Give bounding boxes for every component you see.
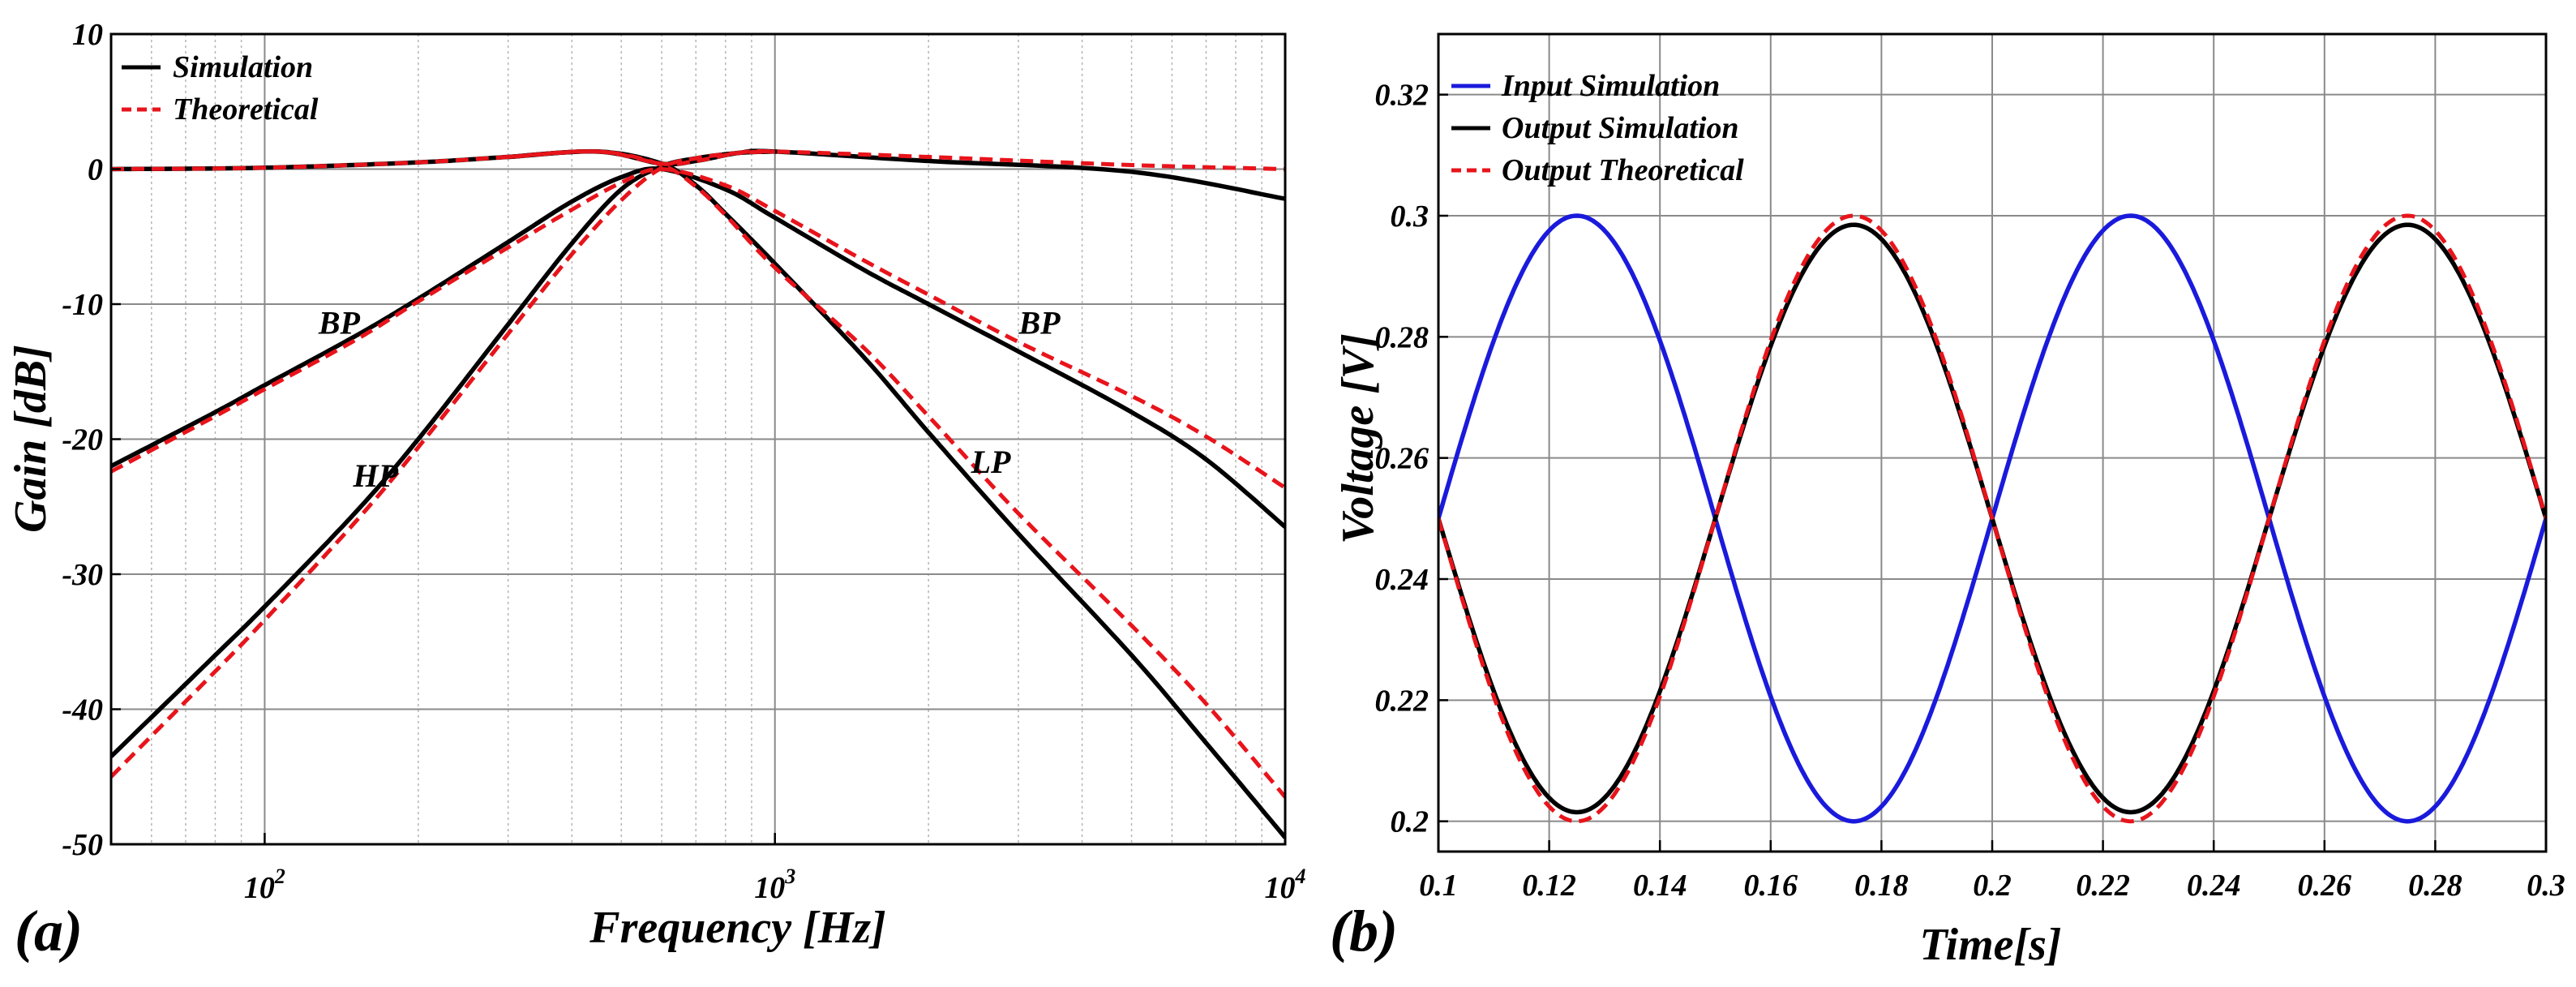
y-tick-label: 0.24: [1375, 563, 1429, 597]
x-tick-label: 0.16: [1744, 869, 1798, 903]
y-tick-label: 10: [72, 18, 103, 52]
x-tick-label: 103: [754, 865, 795, 905]
legend-label: Output Theoretical: [1502, 153, 1744, 187]
panel-a-series: [111, 148, 1285, 839]
series-line-ap-theoretical: [111, 149, 1285, 171]
annotation-bp: BP: [1018, 305, 1061, 341]
x-tick-label: 0.14: [1633, 869, 1687, 903]
panel-a-label: (a): [15, 899, 83, 963]
x-tick-label: 104: [1265, 865, 1306, 905]
panel-b-ylabel: Voltage [V]: [1333, 333, 1383, 544]
y-tick-label: 0: [88, 153, 103, 187]
y-tick-label: -30: [62, 558, 103, 592]
series-line-lp-theoretical: [508, 149, 1285, 799]
legend-label: Simulation: [173, 50, 313, 84]
x-tick-label: 0.24: [2187, 869, 2241, 903]
panel-a-y-ticks: 10 0 -10 -20 -30 -40 -50: [62, 18, 121, 862]
panel-b-xlabel: Time[s]: [1919, 920, 2061, 970]
x-tick-label: 0.26: [2298, 869, 2352, 903]
series-line-hp-simulation: [111, 149, 777, 758]
x-tick-label: 0.12: [1522, 869, 1576, 903]
y-tick-label: 0.26: [1375, 442, 1429, 476]
panel-a-legend: Simulation Theoretical: [122, 50, 319, 127]
x-tick-exponent: 2: [274, 865, 285, 888]
x-tick-base: 10: [1265, 871, 1296, 905]
y-tick-label: -10: [62, 288, 103, 322]
panel-b-legend: Input Simulation Output Simulation Output …: [1451, 69, 1744, 187]
panel-b-series: [1438, 213, 2546, 824]
x-tick-exponent: 3: [784, 865, 795, 888]
y-tick-label: 0.2: [1391, 805, 1429, 839]
y-tick-label: -20: [62, 423, 103, 457]
y-tick-label: 0.32: [1375, 79, 1429, 113]
x-tick-label: 0.22: [2076, 869, 2130, 903]
x-tick-label: 0.28: [2408, 869, 2462, 903]
panel-a-x-ticks: 102 103 104: [244, 833, 1306, 905]
legend-label: Output Simulation: [1502, 111, 1739, 145]
series-line-output-theoretical: [1438, 213, 2546, 824]
y-tick-label: 0.22: [1375, 684, 1429, 718]
y-tick-label: -50: [62, 828, 103, 862]
annotation-hp: HP: [353, 457, 399, 494]
x-tick-label: 0.2: [1973, 869, 2012, 903]
panel-b-chart: 0.320.30.280.260.240.220.2 0.1 0.12 0.14 0.…: [1330, 32, 2565, 970]
annotation-bp: BP: [318, 305, 361, 341]
series-line-hp-theoretical: [111, 149, 776, 779]
panel-b-label: (b): [1330, 899, 1398, 963]
y-tick-label: 0.28: [1375, 320, 1429, 354]
x-tick-label: 0.3: [2527, 869, 2565, 903]
panel-a-ylabel: Gain [dB]: [6, 345, 56, 533]
x-tick-base: 10: [754, 871, 785, 905]
x-tick-label: 0.1: [1419, 869, 1458, 903]
panel-a-xlabel: Frequency [Hz]: [589, 903, 886, 953]
x-tick-label: 0.18: [1854, 869, 1909, 903]
legend-label: Theoretical: [173, 92, 319, 127]
x-tick-label: 102: [244, 865, 285, 905]
x-tick-exponent: 4: [1295, 865, 1306, 888]
legend-label: Input Simulation: [1501, 69, 1720, 103]
panel-b-x-ticks: 0.1 0.12 0.14 0.16 0.18 0.2 0.22 0.24 0.26 0.28 0.…: [1419, 840, 2565, 903]
y-tick-label: -40: [62, 693, 103, 727]
x-tick-base: 10: [244, 871, 275, 905]
panel-a-annotations: BP HP BP LP: [318, 305, 1061, 494]
y-tick-label: 0.3: [1391, 200, 1429, 234]
panel-b-y-ticks: 0.32 0.3 0.28 0.26 0.24 0.22 0.2: [1375, 79, 1448, 839]
annotation-lp: LP: [971, 444, 1011, 480]
